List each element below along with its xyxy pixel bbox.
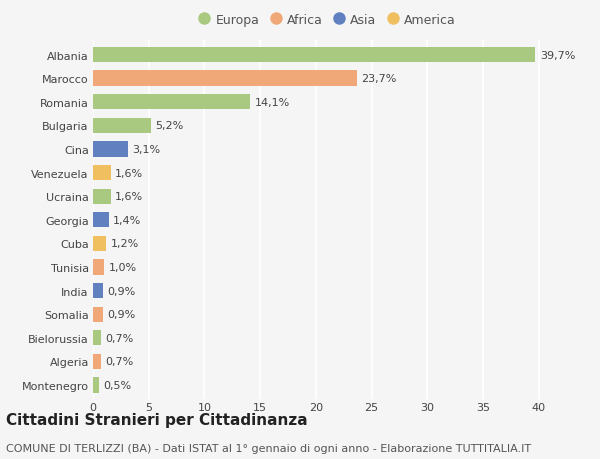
Bar: [93, 236, 106, 252]
Text: 14,1%: 14,1%: [254, 98, 290, 107]
Bar: [93, 189, 111, 204]
Bar: [93, 330, 101, 346]
Text: 5,2%: 5,2%: [155, 121, 184, 131]
Bar: [93, 307, 103, 322]
Text: 23,7%: 23,7%: [362, 74, 397, 84]
Text: 0,7%: 0,7%: [105, 333, 134, 343]
Text: 0,9%: 0,9%: [107, 309, 136, 319]
Bar: [93, 166, 111, 181]
Text: 39,7%: 39,7%: [540, 50, 575, 61]
Text: 1,0%: 1,0%: [109, 263, 137, 273]
Text: 0,5%: 0,5%: [103, 380, 131, 390]
Text: 1,6%: 1,6%: [115, 168, 143, 178]
Bar: [93, 71, 357, 87]
Text: 1,4%: 1,4%: [113, 215, 142, 225]
Bar: [93, 378, 98, 393]
Bar: [93, 142, 128, 157]
Text: 1,2%: 1,2%: [111, 239, 139, 249]
Bar: [93, 260, 104, 275]
Legend: Europa, Africa, Asia, America: Europa, Africa, Asia, America: [198, 13, 456, 27]
Text: 0,9%: 0,9%: [107, 286, 136, 296]
Bar: [93, 95, 250, 110]
Bar: [93, 213, 109, 228]
Bar: [93, 354, 101, 369]
Bar: [93, 283, 103, 299]
Text: Cittadini Stranieri per Cittadinanza: Cittadini Stranieri per Cittadinanza: [6, 413, 308, 428]
Bar: [93, 118, 151, 134]
Text: 1,6%: 1,6%: [115, 192, 143, 202]
Text: COMUNE DI TERLIZZI (BA) - Dati ISTAT al 1° gennaio di ogni anno - Elaborazione T: COMUNE DI TERLIZZI (BA) - Dati ISTAT al …: [6, 443, 531, 453]
Text: 3,1%: 3,1%: [132, 145, 160, 155]
Bar: [93, 48, 535, 63]
Text: 0,7%: 0,7%: [105, 357, 134, 367]
